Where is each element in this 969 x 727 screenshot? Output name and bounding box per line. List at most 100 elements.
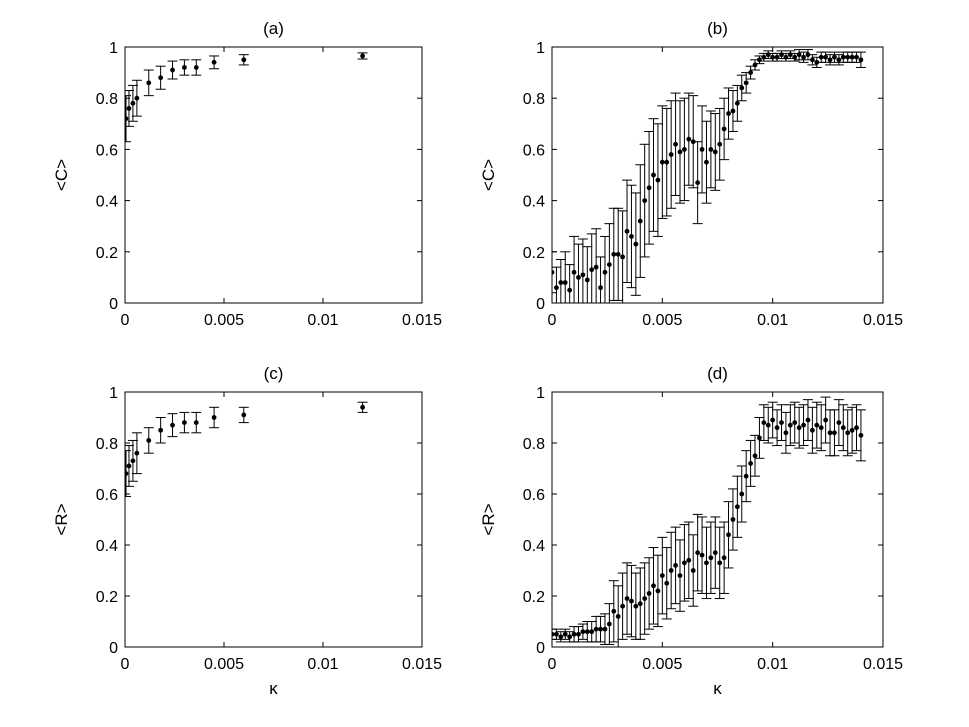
data-point <box>576 275 581 280</box>
data-point <box>584 277 590 283</box>
data-point <box>686 557 692 563</box>
data-point <box>571 269 577 275</box>
data-point <box>360 53 365 59</box>
data-point <box>809 57 815 63</box>
data-point <box>779 420 784 425</box>
data-point <box>858 432 864 438</box>
y-tick-label: 0.8 <box>96 436 118 453</box>
data-point <box>629 234 634 239</box>
data-point <box>849 427 855 433</box>
data-point <box>655 588 661 594</box>
x-axis-label: κ <box>713 679 722 698</box>
data-point <box>567 634 573 640</box>
y-tick-label: 0.2 <box>523 589 545 606</box>
y-axis-label: <R> <box>479 503 498 535</box>
data-point <box>567 287 573 293</box>
data-point <box>854 425 859 431</box>
data-point <box>717 560 723 566</box>
data-point <box>704 560 709 566</box>
data-point <box>241 412 247 418</box>
data-point <box>584 629 590 635</box>
y-tick-label: 1 <box>109 385 118 402</box>
data-point <box>796 52 802 58</box>
data-point <box>787 422 793 428</box>
data-point <box>558 634 564 640</box>
y-tick-label: 0.8 <box>96 91 118 108</box>
data-point <box>832 54 837 60</box>
y-tick-label: 1 <box>109 40 118 57</box>
data-point <box>642 198 648 204</box>
x-tick-label: 0.005 <box>204 656 244 673</box>
data-point <box>620 254 626 260</box>
y-tick-label: 0.2 <box>523 245 545 262</box>
data-point <box>818 425 824 431</box>
y-tick-label: 0.4 <box>523 194 545 211</box>
data-point <box>182 65 187 70</box>
data-point <box>690 568 696 573</box>
data-point <box>211 415 217 420</box>
data-point <box>823 417 829 423</box>
x-tick-label: 0.015 <box>402 312 442 329</box>
data-point <box>620 603 626 609</box>
plot-frame <box>551 46 884 304</box>
y-tick-label: 0 <box>536 296 545 313</box>
y-tick-label: 1 <box>536 40 545 57</box>
panel-title: (c) <box>264 364 284 383</box>
data-point <box>726 532 731 538</box>
data-point <box>642 596 648 601</box>
data-point <box>593 264 599 270</box>
data-point <box>651 583 656 589</box>
data-point <box>629 598 634 604</box>
y-tick-label: 0.6 <box>523 487 545 504</box>
data-point <box>673 141 678 147</box>
x-tick-label: 0 <box>548 312 557 329</box>
data-point <box>743 473 749 479</box>
data-point <box>708 147 714 152</box>
data-point <box>827 57 833 63</box>
data-point <box>721 126 727 132</box>
x-tick-label: 0.015 <box>863 656 903 673</box>
data-point <box>858 57 864 63</box>
data-point <box>606 262 612 267</box>
data-point <box>593 626 599 632</box>
data-point <box>554 631 559 637</box>
data-point <box>580 272 586 278</box>
data-point <box>845 430 851 436</box>
x-tick-label: 0.01 <box>757 656 788 673</box>
data-point <box>646 185 652 191</box>
data-point <box>611 251 617 257</box>
y-tick-label: 1 <box>536 385 545 402</box>
data-point <box>717 141 723 147</box>
data-point <box>814 422 820 428</box>
data-point <box>646 591 652 596</box>
data-point <box>818 54 824 60</box>
data-point <box>677 573 683 578</box>
data-point <box>576 631 581 637</box>
data-point <box>633 241 639 247</box>
data-point <box>589 629 595 635</box>
data-point <box>840 425 846 431</box>
data-point <box>682 560 687 566</box>
data-point <box>624 596 630 601</box>
data-point <box>130 100 136 106</box>
data-point <box>849 54 855 60</box>
data-point <box>699 147 705 152</box>
data-point <box>823 54 829 60</box>
data-point <box>801 422 806 428</box>
data-point <box>827 430 833 436</box>
data-point <box>659 159 665 165</box>
data-point <box>854 54 859 60</box>
data-point <box>792 54 798 60</box>
data-point <box>580 629 586 635</box>
y-tick-label: 0.8 <box>523 436 545 453</box>
data-point <box>730 517 736 522</box>
data-point <box>677 149 683 155</box>
data-point <box>783 430 789 436</box>
data-point <box>739 491 745 497</box>
data-point <box>695 180 701 186</box>
x-tick-label: 0.005 <box>204 312 244 329</box>
panel-title: (d) <box>707 364 728 383</box>
x-tick-label: 0.005 <box>642 656 682 673</box>
data-point <box>734 100 740 106</box>
data-point <box>598 285 603 291</box>
